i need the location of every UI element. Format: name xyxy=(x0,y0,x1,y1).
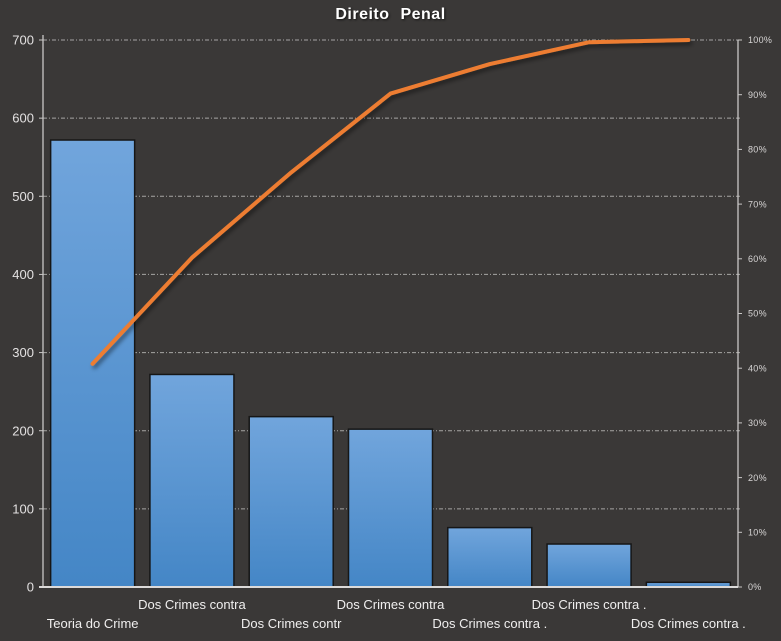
right-axis-tick-label: 100% xyxy=(748,35,772,45)
bar[interactable] xyxy=(347,428,434,588)
right-axis-tick-label: 40% xyxy=(748,363,767,373)
right-axis-tick-label: 30% xyxy=(748,418,767,428)
x-axis-category-label: Teoria do Crime xyxy=(47,616,139,631)
left-axis-tick-label: 0 xyxy=(27,580,34,595)
right-axis-tick-label: 80% xyxy=(748,145,767,155)
cumulative-line[interactable] xyxy=(90,38,691,366)
left-axis-tick-label: 300 xyxy=(12,345,34,360)
bar[interactable] xyxy=(447,526,533,588)
right-axis-tick-label: 50% xyxy=(748,309,767,319)
x-axis-category-label: Dos Crimes contra . xyxy=(532,597,647,612)
right-axis-tick-label: 90% xyxy=(748,90,767,100)
bar[interactable] xyxy=(248,415,334,588)
x-axis-category-label: Dos Crimes contra . xyxy=(432,616,547,631)
left-axis-tick-label: 200 xyxy=(12,423,34,438)
x-axis-category-label: Dos Crimes contra . xyxy=(631,616,746,631)
left-axis-tick-label: 600 xyxy=(12,111,34,126)
right-axis-tick-label: 10% xyxy=(748,527,767,537)
right-axis-tick-label: 0% xyxy=(748,582,762,592)
right-axis-tick-label: 20% xyxy=(748,473,767,483)
left-axis-tick-label: 100 xyxy=(12,501,34,516)
bar[interactable] xyxy=(546,543,632,588)
bar[interactable] xyxy=(149,373,235,588)
left-axis-tick-label: 700 xyxy=(12,33,34,48)
x-axis-category-label: Dos Crimes contra xyxy=(138,597,246,612)
right-axis-tick-label: 70% xyxy=(748,199,767,209)
chart-title: Direito Penal xyxy=(335,6,446,23)
x-axis-category-label: Dos Crimes contr xyxy=(241,616,342,631)
left-axis-tick-label: 400 xyxy=(12,267,34,282)
x-axis-category-label: Dos Crimes contra xyxy=(337,597,445,612)
left-axis-tick-label: 500 xyxy=(12,189,34,204)
right-axis-tick-label: 60% xyxy=(748,254,767,264)
